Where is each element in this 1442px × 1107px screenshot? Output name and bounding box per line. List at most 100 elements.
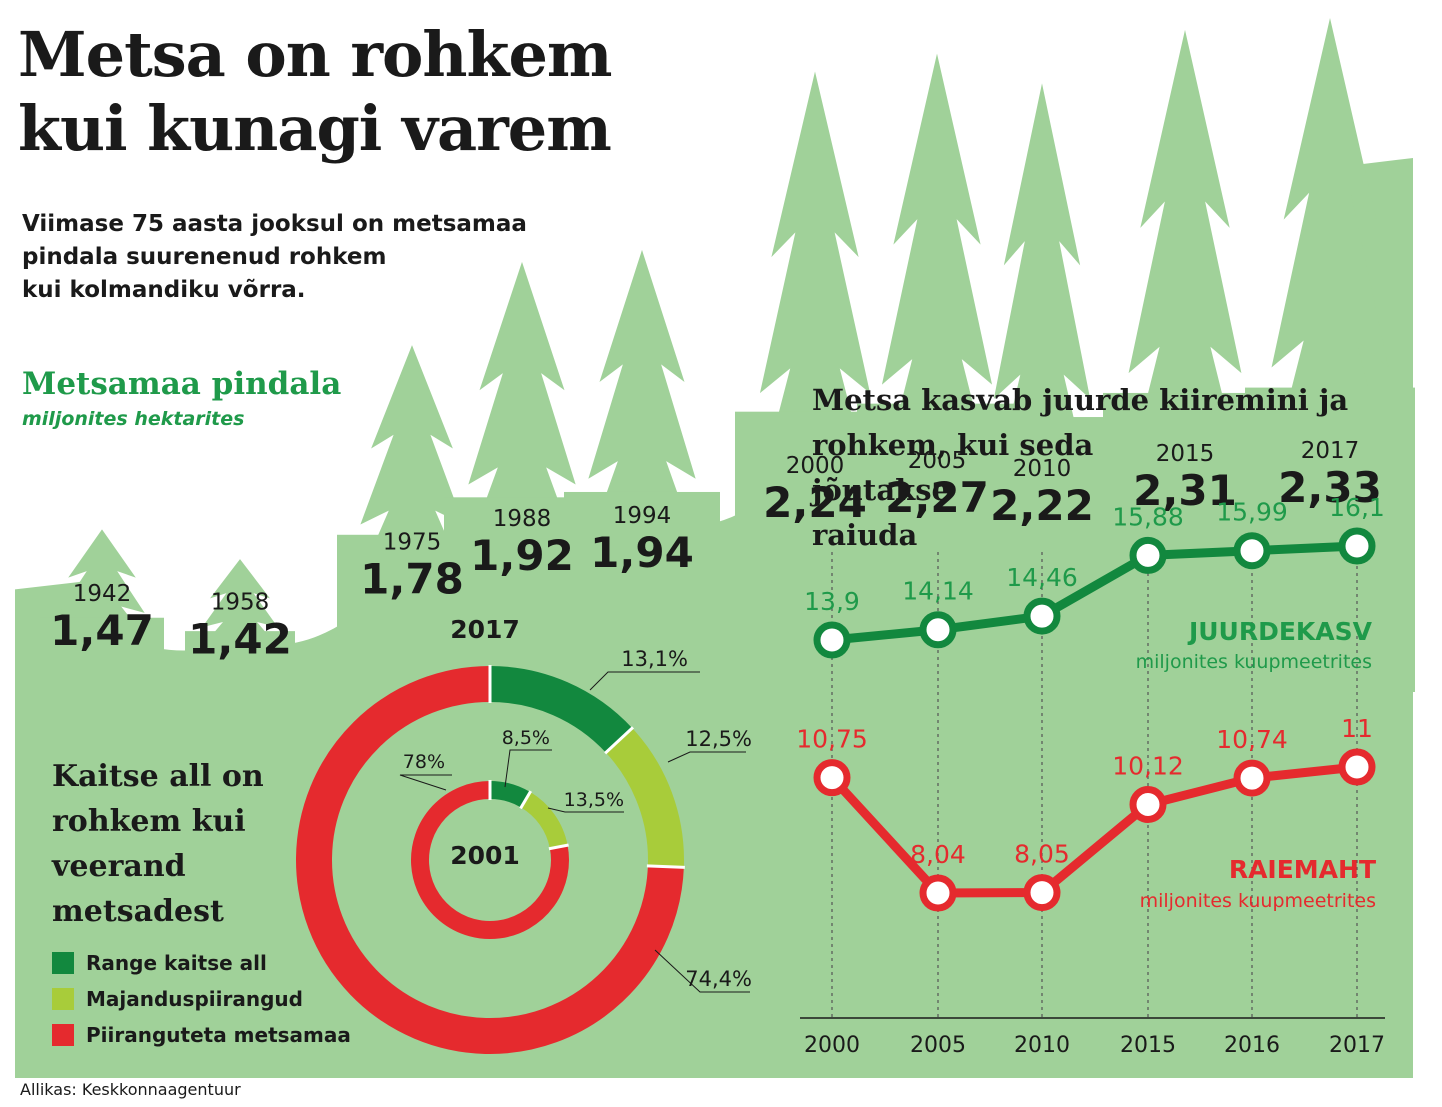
line-chart: 2000 2005 2010 2015 2016 2017 13,9 14,14 14,46 15… — [796, 493, 1385, 1058]
protection-section-title: Kaitse all on rohkem kui veerand metsade… — [52, 754, 264, 934]
tree-value-label: 1,42 — [188, 614, 292, 663]
data-label: 16,1 — [1329, 493, 1385, 522]
forest-ground — [15, 660, 1413, 1078]
tree-base — [1245, 387, 1415, 692]
x-tick-label: 2000 — [804, 1033, 860, 1058]
legend-label-strict: Range kaitse all — [86, 951, 267, 975]
data-point — [813, 759, 851, 797]
tree-year-label: 1994 — [613, 503, 672, 529]
x-tick-label: 2010 — [1014, 1033, 1070, 1058]
tree-icon — [1245, 18, 1415, 690]
protection-title-line-3: veerand — [52, 849, 186, 884]
data-point — [919, 611, 957, 649]
x-tick-label: 2005 — [910, 1033, 966, 1058]
data-label: 15,99 — [1216, 498, 1288, 527]
donut-slice — [489, 781, 531, 808]
tree-year-label: 2000 — [786, 453, 845, 479]
tree-value-label: 2,22 — [990, 481, 1094, 530]
donut-leader-line — [667, 751, 746, 763]
donut-outer-label: 13,1% — [621, 647, 688, 671]
growth-title-line-2: rohkem, kui seda — [812, 428, 1094, 462]
donut-leader-line — [589, 671, 700, 691]
tree-value-label: 2,31 — [1133, 466, 1237, 515]
donut-inner-leader-line — [547, 807, 624, 813]
area-section-title: Metsamaa pindala — [22, 366, 342, 402]
data-label: 8,04 — [910, 840, 966, 869]
tree-value-label: 1,92 — [470, 531, 574, 580]
data-point — [1233, 532, 1271, 570]
growth-title-line-3: jõutakse — [812, 473, 950, 507]
donut-separator — [604, 726, 635, 755]
tree-value-label: 2,24 — [763, 478, 867, 527]
area-section-unit: miljonites hektarites — [22, 408, 245, 430]
tree-value-label: 1,78 — [360, 554, 464, 603]
page-subtitle: Viimase 75 aasta jooksul on metsamaa pin… — [22, 208, 582, 307]
page-title: Metsa on rohkem kui kunagi varem — [18, 18, 658, 166]
series-name-label: JUURDEKASV — [1187, 617, 1373, 646]
data-point — [1129, 536, 1167, 574]
donut-inner-year-label: 2001 — [450, 841, 520, 870]
data-label: 14,14 — [902, 577, 974, 606]
tree-icon — [40, 529, 164, 690]
donut-slice — [605, 728, 684, 868]
donut-inner-leader-line — [399, 774, 452, 791]
data-point — [1338, 527, 1376, 565]
data-label: 14,46 — [1006, 563, 1078, 592]
legend-swatch-unrestricted — [52, 1024, 74, 1046]
tree-year-label: 1958 — [211, 589, 270, 615]
protection-title-line-1: Kaitse all on — [52, 759, 264, 794]
tree-base — [185, 631, 295, 692]
tree-year-label: 2005 — [908, 448, 967, 474]
donut-outer-label: 74,4% — [685, 967, 752, 991]
protection-title-line-4: metsadest — [52, 894, 224, 929]
title-line-2: kui kunagi varem — [18, 92, 612, 165]
data-point — [919, 874, 957, 912]
donut-inner-label: 13,5% — [564, 789, 624, 811]
legend-swatch-strict — [52, 952, 74, 974]
donut-leader-line — [654, 949, 750, 993]
legend-label-economic: Majanduspiirangud — [86, 987, 303, 1011]
protection-title-line-2: rohkem kui — [52, 804, 246, 839]
donut-slice — [489, 666, 633, 753]
donut-outer-year-label: 2017 — [450, 615, 520, 644]
tree-icon — [972, 83, 1112, 690]
data-label: 10,74 — [1216, 725, 1288, 754]
tree-year-label: 2017 — [1301, 438, 1360, 464]
donut-separator — [646, 864, 685, 869]
tree-year-label: 1975 — [383, 529, 442, 555]
series-unit-label: miljonites kuupmeetrites — [1140, 890, 1376, 912]
title-line-1: Metsa on rohkem — [18, 18, 613, 91]
series-unit-label: miljonites kuupmeetrites — [1136, 651, 1372, 673]
series-name-label: RAIEMAHT — [1229, 855, 1376, 884]
tree-icon — [857, 53, 1017, 691]
tree-year-label: 1988 — [493, 506, 552, 532]
donut-slice — [411, 781, 569, 939]
tree-icon — [735, 71, 895, 691]
tree-base — [564, 491, 720, 692]
donut-outer-label: 12,5% — [685, 727, 752, 751]
donut-separator — [519, 790, 533, 810]
tree-year-label: 2015 — [1156, 441, 1215, 467]
data-point — [813, 621, 851, 659]
data-label: 15,88 — [1112, 502, 1184, 531]
data-point — [1338, 748, 1376, 786]
donut-slice — [520, 792, 568, 849]
donut-separator — [548, 843, 569, 851]
tree-year-label: 1942 — [73, 581, 132, 607]
subtitle-line-1: Viimase 75 aasta jooksul on metsamaa — [22, 211, 527, 237]
tree-icon — [444, 261, 600, 690]
tree-icon — [1103, 29, 1267, 691]
subtitle-line-3: kui kolmandiku võrra. — [22, 277, 306, 303]
tree-value-label: 2,33 — [1278, 463, 1382, 512]
tree-value-label: 1,94 — [590, 528, 694, 577]
data-label: 10,75 — [796, 725, 868, 754]
donut-inner-label: 78% — [403, 751, 445, 773]
legend-swatch-economic — [52, 988, 74, 1010]
donut-chart: 2017 2001 13,1% 12,5% 74,4% 8,5% 13,5% 78% — [296, 615, 752, 1054]
tree-value-label: 2,27 — [885, 473, 989, 522]
source-note: Allikas: Keskkonnaagentuur — [20, 1080, 241, 1099]
donut-inner-leader-line — [504, 749, 552, 788]
growth-title-line-1: Metsa kasvab juurde kiiremini ja — [812, 383, 1349, 417]
donut-inner-label: 8,5% — [502, 727, 550, 749]
